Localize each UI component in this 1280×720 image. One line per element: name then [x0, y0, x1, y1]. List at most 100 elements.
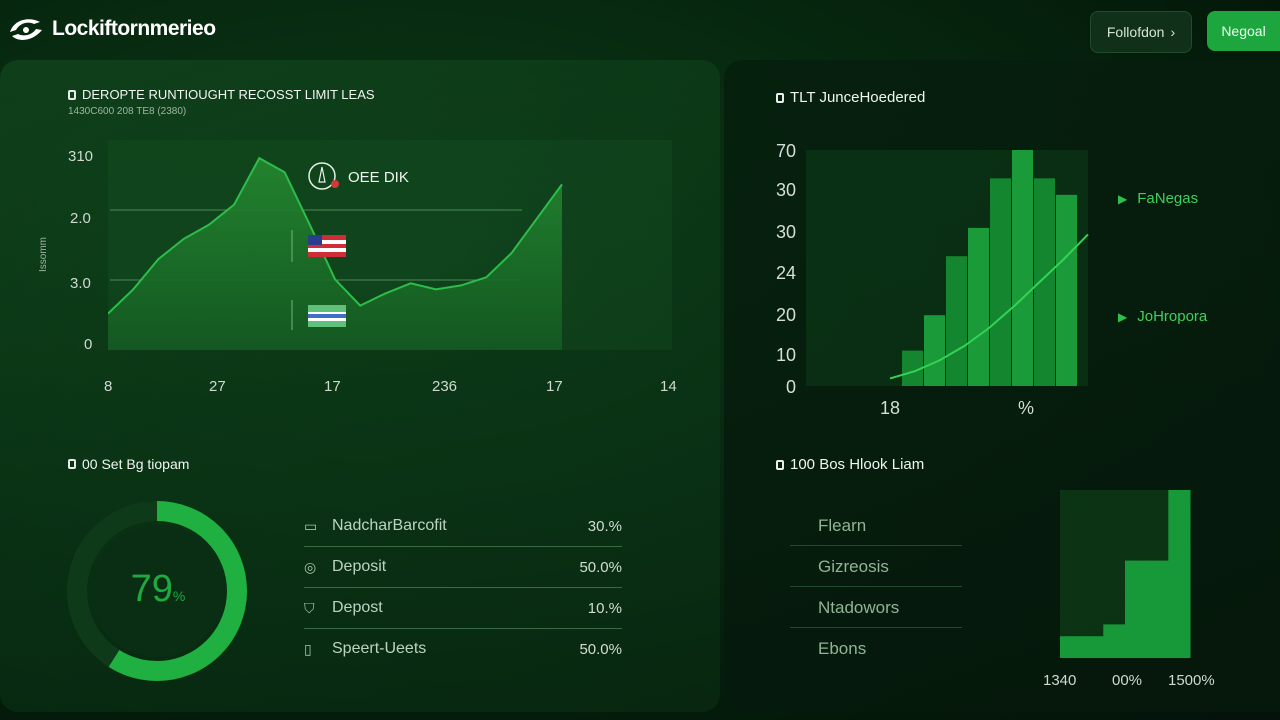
donut-number: 79: [130, 568, 173, 610]
square-icon: [776, 459, 784, 470]
primary-button-label: Negoal: [1221, 23, 1266, 39]
coin-icon: ◎: [304, 558, 317, 575]
bar: [1103, 624, 1126, 658]
x-tick: 18: [880, 398, 901, 418]
y-tick: 3.0: [70, 275, 91, 292]
bar: [1168, 490, 1191, 658]
x-tick: 8: [104, 378, 113, 395]
x-tick: 1500%: [1168, 672, 1215, 689]
x-tick: 27: [209, 378, 226, 395]
donut-value: 79%: [118, 568, 198, 611]
y-tick: 70: [776, 141, 797, 161]
flag-icon: [308, 305, 346, 327]
step-chart: [1060, 490, 1191, 658]
top-left-title: DEROPTE RUNTIOUGHT RECOSST LIMIT LEAS: [68, 87, 375, 102]
bar: [1012, 150, 1033, 386]
list-item[interactable]: Ebons: [818, 639, 867, 658]
trend-line: [889, 233, 1089, 380]
area-chart: [108, 140, 672, 350]
legend-label: FaNegas: [1137, 190, 1199, 207]
donut-chart: [67, 501, 247, 681]
follow-button-label: Follofdon: [1106, 24, 1165, 40]
bar: [1125, 560, 1148, 658]
bar: [1034, 178, 1055, 386]
bar: [990, 178, 1011, 386]
list-item-value: 50.0%: [579, 640, 622, 658]
y-tick: 20: [776, 305, 797, 325]
list-item-label: Deposit: [332, 558, 387, 575]
list-item[interactable]: Ntadowors: [790, 588, 962, 628]
square-icon: [68, 89, 76, 100]
list-item[interactable]: ▭ NadcharBarcofit 30.%: [304, 506, 622, 547]
donut-unit: %: [172, 588, 186, 604]
bar: [1081, 636, 1104, 658]
play-icon: ▶: [1118, 309, 1128, 324]
card-icon: ▭: [304, 517, 318, 534]
list-item[interactable]: Flearn: [790, 506, 962, 546]
top-right-title-text: TLT JunceHoedered: [790, 89, 926, 106]
bar-chart: [806, 150, 1089, 386]
follow-button[interactable]: Follofdon ›: [1090, 11, 1192, 53]
y-tick: 10: [776, 345, 797, 365]
pin-icon: [308, 162, 339, 190]
bar: [1056, 194, 1077, 386]
x-tick: 00%: [1112, 672, 1143, 689]
y-tick: 0: [786, 377, 797, 397]
x-tick: 17: [324, 378, 341, 395]
legend-label: JoHropora: [1137, 308, 1208, 325]
list-item-label: Speert-Ueets: [332, 640, 427, 657]
app-title: Lockiftornmerieo: [52, 17, 216, 40]
y-tick: 2.0: [70, 210, 91, 227]
list-item[interactable]: Gizreosis: [790, 547, 962, 587]
top-right-title: TLT JunceHoedered: [776, 89, 925, 106]
bar: [1060, 636, 1083, 658]
y-tick: 30: [776, 180, 797, 200]
bottom-left-title-text: 00 Set Bg tiopam: [82, 456, 190, 472]
list-item-label: NadcharBarcofit: [332, 517, 447, 534]
x-tick: 14: [660, 378, 677, 395]
bottom-left-title: 00 Set Bg tiopam: [68, 456, 189, 472]
list-item[interactable]: ⛉ Depost 10.%: [304, 588, 622, 629]
chart-annotation: OEE DIK: [306, 162, 409, 192]
primary-button[interactable]: Negoal: [1207, 11, 1280, 51]
legend-item[interactable]: ▶ FaNegas: [1118, 190, 1198, 207]
bar: [946, 256, 967, 386]
bar: [924, 315, 945, 386]
list-item[interactable]: ▯ Speert-Ueets 50.0%: [304, 629, 622, 669]
bar: [1146, 560, 1169, 658]
top-left-title-text: DEROPTE RUNTIOUGHT RECOSST LIMIT LEAS: [82, 87, 375, 102]
x-tick: 236: [432, 378, 458, 395]
x-tick: 17: [546, 378, 563, 395]
y-tick: 24: [776, 263, 797, 283]
chevron-right-icon: ›: [1170, 24, 1176, 40]
x-tick: %: [1018, 398, 1035, 418]
top-bar: Lockiftornmerieo Follofdon › Negoal: [0, 0, 1280, 58]
bar: [902, 350, 923, 386]
donut-inner: [91, 525, 223, 657]
list-item-value: 30.%: [587, 517, 622, 535]
x-tick: 1340: [1043, 672, 1077, 689]
y-tick: 30: [776, 222, 797, 242]
play-icon: ▶: [1118, 191, 1128, 206]
bottom-right-title: 100 Bos Hlook Liam: [776, 456, 924, 473]
bottom-right-title-text: 100 Bos Hlook Liam: [790, 456, 925, 473]
y-tick: 310: [68, 148, 94, 165]
y-tick: 0: [84, 336, 93, 353]
flag-icon: [308, 235, 346, 257]
phone-icon: ▯: [304, 640, 312, 657]
square-icon: [776, 92, 784, 103]
shield-icon: ⛉: [304, 599, 315, 616]
legend-item[interactable]: ▶ JoHropora: [1118, 308, 1207, 325]
app-logo[interactable]: Lockiftornmerieo: [6, 14, 216, 44]
area-line: [108, 156, 563, 315]
list-item-label: Depost: [332, 599, 383, 616]
annotation-label: OEE DIK: [348, 168, 409, 186]
area-fill: [108, 158, 562, 350]
logo-icon: [10, 19, 42, 40]
square-icon: [68, 459, 76, 469]
list-item-value: 50.0%: [579, 558, 622, 576]
top-left-y-label: Issomm: [38, 237, 49, 272]
list-item-value: 10.%: [587, 599, 622, 617]
list-item[interactable]: ◎ Deposit 50.0%: [304, 547, 622, 588]
top-left-subtitle: 1430C600 208 TE8 (2380): [68, 106, 187, 117]
